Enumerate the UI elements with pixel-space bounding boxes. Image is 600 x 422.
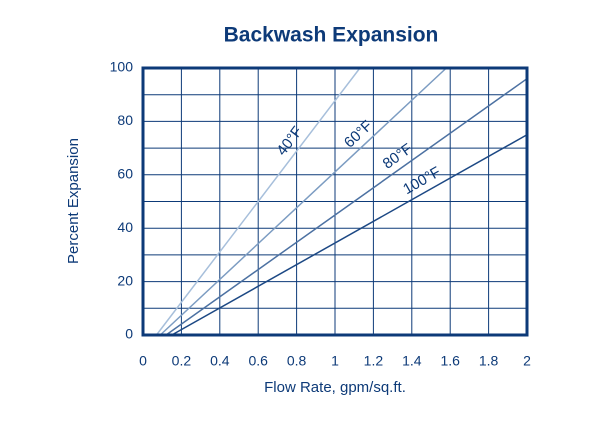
y-tick-label: 60 (117, 166, 133, 182)
x-tick-label: 2 (523, 353, 531, 369)
x-tick-label: 1.8 (479, 353, 499, 369)
x-tick-label: 1.4 (402, 353, 422, 369)
x-tick-label: 0.2 (172, 353, 192, 369)
series-line (171, 134, 528, 336)
y-tick-label: 80 (117, 112, 133, 128)
chart-title: Backwash Expansion (224, 24, 439, 47)
x-tick-label: 1.2 (364, 353, 384, 369)
series-label: 100°F (400, 163, 443, 198)
series-label: 40°F (273, 123, 306, 159)
x-tick-label: 0.6 (248, 353, 268, 369)
x-tick-label: 0 (139, 353, 147, 369)
y-axis-label: Percent Expansion (65, 138, 82, 264)
series-line (155, 67, 361, 336)
series-label: 80°F (380, 140, 416, 172)
plot-frame (141, 66, 529, 337)
y-tick-label: 20 (117, 272, 133, 288)
x-tick-label: 0.4 (210, 353, 230, 369)
series-line (165, 78, 528, 336)
y-tick-label: 40 (117, 219, 133, 235)
x-tick-label: 1 (331, 353, 339, 369)
x-tick-label: 0.8 (287, 353, 307, 369)
series-label: 60°F (341, 117, 376, 151)
x-tick-label: 1.6 (440, 353, 460, 369)
y-tick-label: 0 (125, 326, 133, 342)
x-axis-label: Flow Rate, gpm/sq.ft. (264, 379, 406, 396)
series-line (159, 67, 447, 336)
y-tick-label: 100 (110, 59, 134, 75)
